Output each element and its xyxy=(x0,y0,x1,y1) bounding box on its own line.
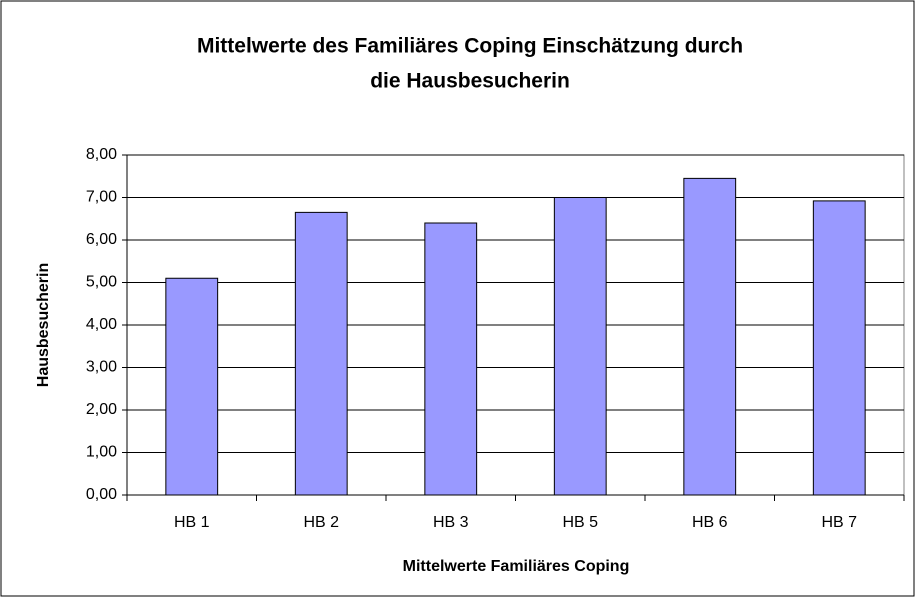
y-tick-label: 2,00 xyxy=(86,401,117,418)
y-axis-title: Hausbesucherin xyxy=(35,263,52,387)
bar xyxy=(165,277,219,496)
bar xyxy=(812,200,866,496)
chart-title: Mittelwerte des Familiäres Coping Einsch… xyxy=(197,35,743,58)
bar xyxy=(683,177,737,496)
y-tick-label: 5,00 xyxy=(86,274,117,291)
y-tick-label: 3,00 xyxy=(86,359,117,376)
chart-title: die Hausbesucherin xyxy=(370,70,570,93)
x-tick-label: HB 5 xyxy=(562,514,598,531)
bar xyxy=(553,197,607,496)
bar xyxy=(424,222,478,496)
y-tick-label: 0,00 xyxy=(86,486,117,503)
x-tick-label: HB 2 xyxy=(303,514,339,531)
y-tick-label: 7,00 xyxy=(86,189,117,206)
y-tick-label: 4,00 xyxy=(86,316,117,333)
x-tick-label: HB 1 xyxy=(174,514,210,531)
x-tick-label: HB 3 xyxy=(433,514,469,531)
x-axis-title: Mittelwerte Familiäres Coping xyxy=(403,558,630,575)
y-tick-label: 1,00 xyxy=(86,444,117,461)
y-tick-label: 6,00 xyxy=(86,231,117,248)
x-tick-label: HB 7 xyxy=(821,514,857,531)
x-tick-label: HB 6 xyxy=(692,514,728,531)
y-tick-label: 8,00 xyxy=(86,146,117,163)
bar xyxy=(294,211,348,496)
